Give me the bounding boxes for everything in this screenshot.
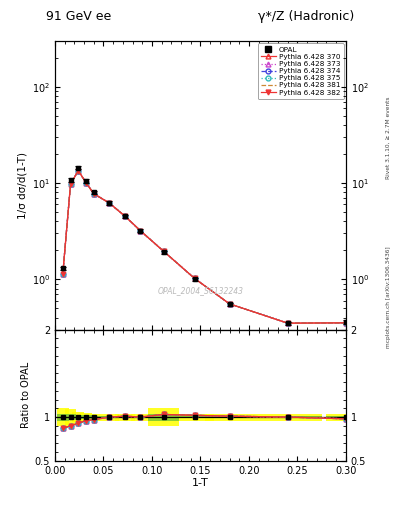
Text: 91 GeV ee: 91 GeV ee <box>46 10 111 23</box>
Text: Rivet 3.1.10, ≥ 2.7M events: Rivet 3.1.10, ≥ 2.7M events <box>386 97 391 180</box>
Text: OPAL_2004_S6132243: OPAL_2004_S6132243 <box>158 286 243 295</box>
Text: mcplots.cern.ch [arXiv:1306.3436]: mcplots.cern.ch [arXiv:1306.3436] <box>386 246 391 348</box>
Y-axis label: Ratio to OPAL: Ratio to OPAL <box>20 362 31 429</box>
X-axis label: 1-T: 1-T <box>192 478 209 488</box>
Text: γ*/Z (Hadronic): γ*/Z (Hadronic) <box>259 10 354 23</box>
Y-axis label: 1/σ dσ/d(1-T): 1/σ dσ/d(1-T) <box>18 152 28 219</box>
Legend: OPAL, Pythia 6.428 370, Pythia 6.428 373, Pythia 6.428 374, Pythia 6.428 375, Py: OPAL, Pythia 6.428 370, Pythia 6.428 373… <box>258 43 343 99</box>
